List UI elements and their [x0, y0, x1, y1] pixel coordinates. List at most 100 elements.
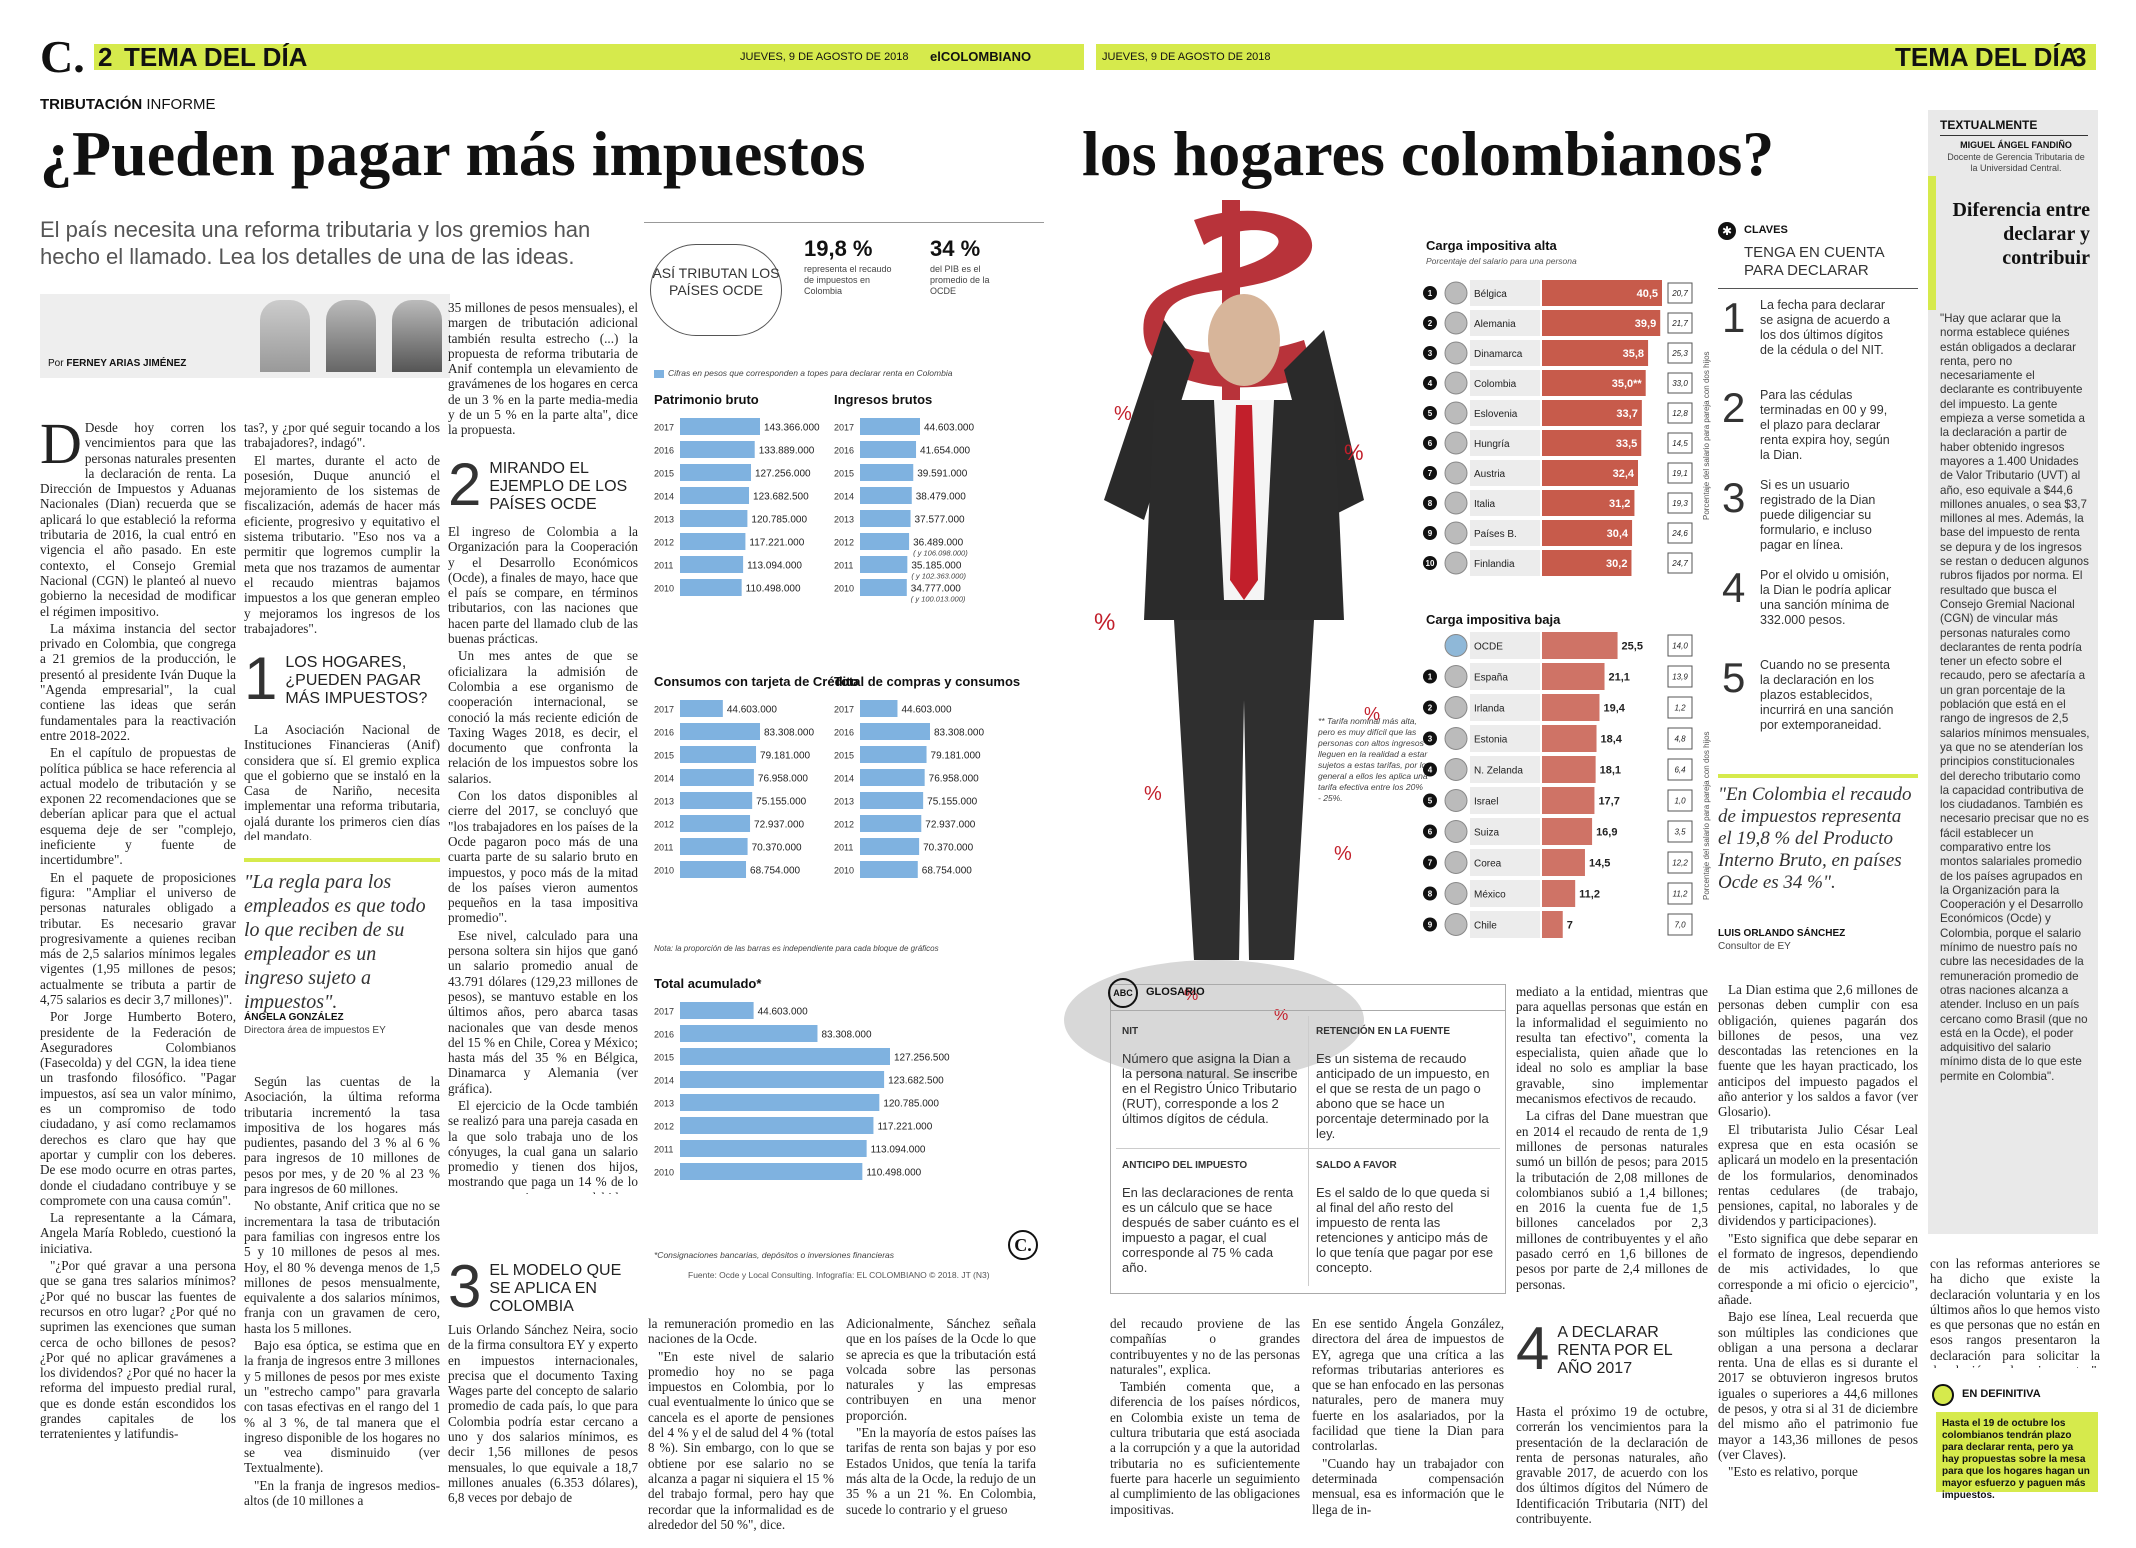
bar [1542, 694, 1600, 721]
glosario-def: Número que asigna la Dian a la persona n… [1122, 1051, 1298, 1126]
bar [680, 700, 723, 717]
year-label: 2012 [654, 537, 674, 547]
tie-icon [1230, 405, 1258, 600]
country-flag-icon [1444, 311, 1468, 335]
pair-value-box [1667, 432, 1693, 454]
bar [1542, 911, 1563, 938]
arm-left [1104, 320, 1194, 520]
pair-value-box [1667, 851, 1693, 874]
pair-value-label: 4,8 [1674, 735, 1686, 744]
pair-value-label: 6,4 [1674, 766, 1686, 775]
bar-value-label: 120.785.000 [883, 1098, 939, 1109]
glosario-icon: ABC [1108, 978, 1138, 1008]
paragraph: El martes, durante el acto de posesión, … [244, 452, 440, 636]
country-flag-icon [1444, 882, 1468, 905]
bar [1542, 520, 1633, 546]
column-10: con las reformas anteriores se ha dicho … [1930, 1256, 2100, 1368]
rank-label: 6 [1428, 439, 1433, 448]
country-flag-icon [1444, 461, 1468, 485]
section-title-left: TEMA DEL DÍA [124, 42, 308, 72]
country-label: Austria [1474, 469, 1506, 480]
year-label: 2013 [834, 796, 854, 806]
paragraph: La Asociación Nacional de Instituciones … [244, 722, 440, 840]
name-background [1470, 430, 1540, 456]
year-label: 2015 [834, 750, 854, 760]
paragraph: mediato a la entidad, mientras que para … [1516, 984, 1708, 1107]
paragraph: Un mes antes de que se oficializara la a… [448, 648, 638, 786]
year-label: 2010 [834, 583, 854, 593]
year-label: 2010 [654, 1167, 674, 1177]
country-flag-icon [1444, 491, 1468, 515]
textualmente-body: "Hay que aclarar que la norma establece … [1940, 312, 2090, 1083]
pair-value-box [1667, 402, 1693, 424]
column-4: la remuneración promedio en las naciones… [648, 1316, 834, 1532]
bar [860, 746, 927, 763]
bar-sublabel: ( y 100.013.000) [911, 594, 966, 603]
country-label: Bélgica [1474, 289, 1507, 300]
paragraph: El ejercicio de la Ocde también se reali… [448, 1097, 638, 1194]
rank-badge [1423, 700, 1437, 715]
name-background [1470, 632, 1540, 659]
name-background [1470, 550, 1540, 576]
bar-value-label: 143.366.000 [764, 422, 820, 433]
column-3a: 35 millones de pesos mensuales), el marg… [448, 300, 638, 450]
rank-badge [1423, 855, 1437, 870]
rank-label: 1 [1428, 289, 1433, 298]
textualmente-name: MIGUEL ÁNGEL FANDIÑO [1960, 140, 2072, 150]
paragraph: El tributarista Julio César Leal expresa… [1718, 1121, 1918, 1229]
bar [860, 510, 911, 527]
bar-value-label: 110.498.000 [746, 583, 801, 594]
paragraph: Según las cuentas de la Asociación, la ú… [244, 1074, 440, 1197]
year-label: 2017 [834, 704, 854, 714]
percent-icon: % [1334, 843, 1352, 865]
name-background [1470, 370, 1540, 396]
paragraph: Luis Orlando Sánchez Neira, socio de la … [448, 1322, 638, 1506]
glosario-def: Es el saldo de lo que queda si al final … [1316, 1185, 1494, 1275]
column-5: Adicionalmente, Sánchez señala que en lo… [846, 1316, 1036, 1532]
globe-shadow [1064, 960, 1364, 1080]
bar-value-label: 68.754.000 [750, 865, 800, 876]
rank-badge [1423, 286, 1437, 300]
bar-value-label: 75.155.000 [756, 796, 806, 807]
country-charts-svg: 1 Bélgica 40,5 20,7 2 Alemania 39,9 21,7 3 Dinama… [1423, 280, 1693, 938]
header-bar-left [94, 44, 1084, 70]
rank-badge [1423, 436, 1437, 450]
pair-value-label: 7,0 [1674, 921, 1686, 930]
year-label: 2011 [654, 1144, 673, 1154]
year-label: 2013 [654, 796, 674, 806]
country-label: México [1474, 890, 1506, 901]
year-label: 2017 [654, 704, 674, 714]
rank-badge [1423, 917, 1437, 932]
pair-value-box [1667, 312, 1693, 334]
clave-text: Cuando no se presenta la declaración en … [1760, 658, 1894, 732]
bar-value-label: 31,2 [1609, 498, 1630, 510]
claves-label: CLAVES [1744, 224, 1788, 236]
country-label: Países B. [1474, 529, 1517, 540]
clave-text: Si es un usuario registrado de la Dian p… [1760, 478, 1876, 552]
bar [1542, 400, 1642, 426]
year-label: 2011 [654, 842, 673, 852]
name-background [1470, 911, 1540, 938]
bar [1542, 460, 1638, 486]
paragraph: La cifras del Dane muestran que en 2014 … [1516, 1108, 1708, 1292]
bar [1542, 310, 1661, 336]
bar [860, 418, 920, 435]
textualmente-accent [1928, 176, 1936, 310]
name-background [1470, 694, 1540, 721]
bar [680, 723, 760, 740]
bar-value-label: 70.370.000 [752, 842, 802, 853]
bar-value-label: 76.958.000 [758, 773, 808, 784]
illustration: % % % % % % % % [1064, 200, 1380, 1080]
page-number-left: 2 [98, 42, 113, 72]
bar-value-label: 127.256.500 [894, 1052, 950, 1063]
year-label: 2015 [654, 468, 674, 478]
bar [680, 746, 757, 763]
percent-icon: % [1094, 609, 1115, 636]
bar-value-label: 16,9 [1596, 827, 1617, 839]
country-label: Italia [1474, 499, 1496, 510]
paragraph: El ingreso de Colombia a la Organización… [448, 524, 638, 647]
paragraph: La máxima instancia del sector privado e… [40, 620, 236, 743]
bar [860, 792, 924, 809]
headline-left: ¿Pueden pagar más impuestos [40, 118, 866, 189]
rank-badge [1423, 466, 1437, 480]
